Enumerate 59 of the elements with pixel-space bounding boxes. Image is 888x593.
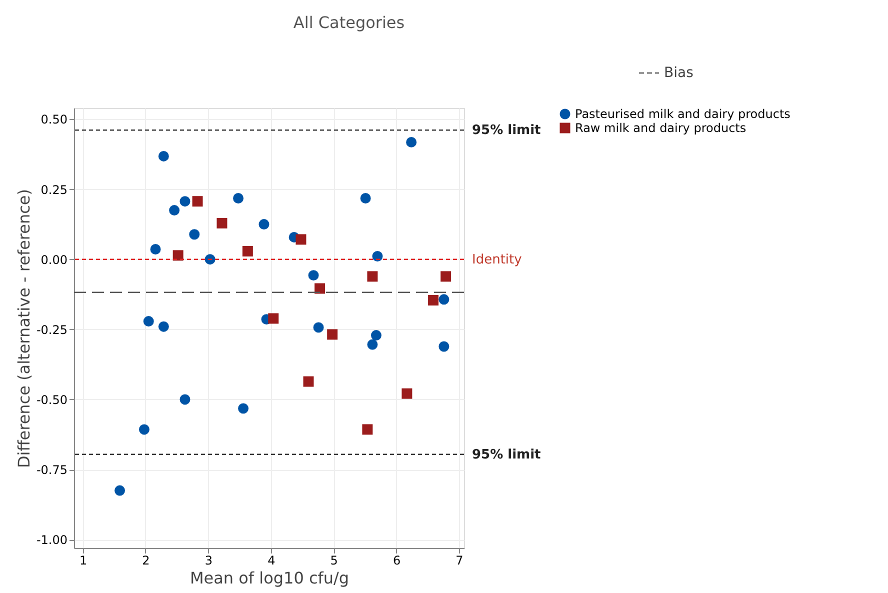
legend-label: Raw milk and dairy products — [575, 121, 746, 135]
point — [372, 251, 383, 262]
point — [314, 283, 326, 294]
point — [138, 424, 150, 435]
y-tick-label: -0.75 — [36, 463, 68, 478]
point — [204, 254, 216, 265]
point — [114, 485, 126, 496]
x-tick-label: 4 — [268, 554, 276, 568]
point — [268, 313, 279, 324]
point — [370, 330, 382, 341]
point — [143, 316, 154, 327]
legend-label: Bias — [664, 65, 694, 81]
point — [192, 196, 203, 207]
x-tick-label: 6 — [392, 554, 401, 568]
point — [428, 295, 439, 306]
point — [158, 321, 169, 332]
y-tick-label: 0.00 — [40, 252, 68, 267]
point — [189, 229, 200, 240]
point — [402, 388, 412, 399]
point — [258, 219, 270, 230]
point — [303, 376, 314, 387]
x-tick-label: 1 — [79, 554, 88, 568]
point — [367, 271, 378, 282]
x-axis-title: Mean of log10 cfu/g — [190, 568, 350, 588]
y-tick-label: 0.50 — [40, 112, 68, 127]
point — [180, 394, 190, 405]
point — [169, 205, 180, 216]
point — [180, 196, 190, 207]
y-tick-label: -0.25 — [36, 322, 68, 337]
point — [158, 150, 169, 162]
y-tick-label: 0.25 — [40, 182, 68, 197]
x-tick-label: 5 — [330, 554, 338, 568]
legend-label: Pasteurised milk and dairy products — [575, 107, 790, 121]
point — [440, 271, 452, 282]
point — [313, 322, 324, 333]
ref-line-label: 95% limit — [472, 123, 541, 138]
point — [216, 218, 228, 228]
x-tick-label: 2 — [142, 554, 150, 568]
x-tick-label: 3 — [204, 554, 212, 568]
point — [438, 341, 450, 352]
point — [362, 424, 373, 435]
point — [242, 246, 253, 256]
point — [360, 193, 371, 204]
point — [438, 294, 450, 305]
chart-title: All Categories — [293, 13, 405, 32]
point — [296, 234, 306, 245]
point — [308, 270, 319, 281]
ref-line-label: Identity — [472, 252, 522, 268]
y-tick-label: -0.50 — [36, 392, 68, 407]
y-axis-title: Difference (alternative - reference) — [14, 188, 34, 468]
point — [150, 244, 161, 254]
point — [406, 136, 417, 148]
point — [327, 329, 338, 340]
y-tick-label: -1.00 — [36, 533, 68, 548]
ref-line-label: 95% limit — [472, 447, 541, 462]
point — [233, 193, 244, 204]
point — [367, 339, 378, 350]
x-tick-label: 7 — [456, 554, 464, 568]
point — [238, 403, 249, 414]
